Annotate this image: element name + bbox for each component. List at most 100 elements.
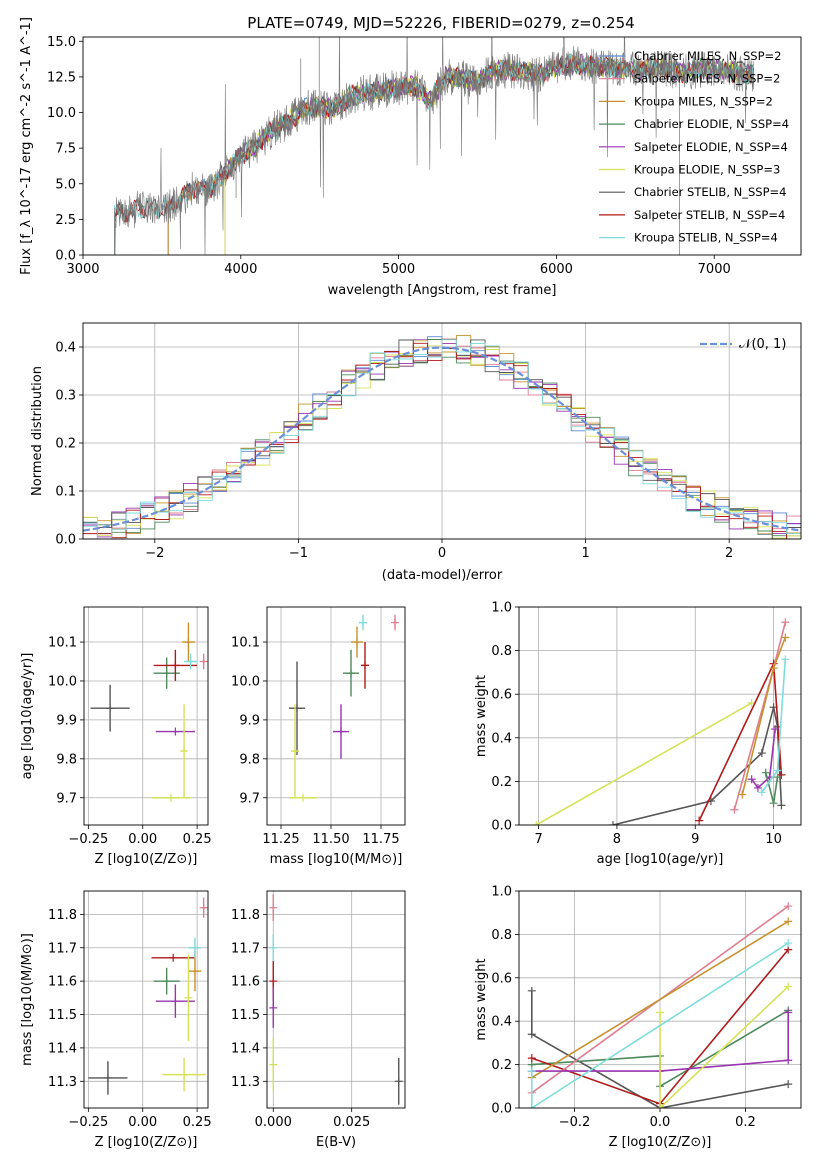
data-point bbox=[162, 1057, 206, 1092]
weight-marker bbox=[769, 664, 778, 673]
y-tick-label: 0.6 bbox=[491, 688, 512, 703]
y-tick-label: 11.6 bbox=[231, 975, 260, 990]
data-point bbox=[391, 614, 399, 631]
data-point bbox=[153, 967, 180, 995]
weight-marker bbox=[777, 801, 786, 810]
data-point bbox=[351, 626, 363, 658]
x-tick-label: −2 bbox=[145, 546, 164, 561]
y-tick-label: 0.3 bbox=[55, 389, 76, 404]
weight-marker bbox=[753, 783, 762, 792]
x-axis-label: age [log10(age/yr)] bbox=[597, 852, 724, 867]
legend-entry: Kroupa MILES, N_SSP=2 bbox=[634, 94, 773, 108]
weight-line bbox=[751, 729, 776, 790]
weight-marker bbox=[784, 902, 793, 911]
y-tick-label: 7.5 bbox=[55, 142, 76, 157]
y-tick-label: 11.5 bbox=[48, 1008, 77, 1023]
weight-line bbox=[535, 702, 753, 825]
plot-area-age-vs-Z bbox=[90, 622, 208, 802]
weight-marker bbox=[781, 655, 790, 664]
data-point bbox=[343, 649, 359, 697]
data-point bbox=[180, 704, 189, 798]
y-tick-label: 9.8 bbox=[239, 752, 260, 767]
axes-frame bbox=[83, 890, 209, 1109]
x-axis-label: wavelength [Angstrom, rest frame] bbox=[328, 283, 557, 298]
x-tick-label: 6000 bbox=[540, 262, 573, 277]
data-point bbox=[361, 642, 369, 689]
y-tick-label: 9.7 bbox=[239, 791, 260, 806]
x-tick-label: 0.025 bbox=[333, 1115, 370, 1130]
y-tick-label: 11.6 bbox=[48, 975, 77, 990]
legend-entry: Salpeter MILES, N_SSP=2 bbox=[634, 72, 780, 86]
data-point bbox=[188, 937, 202, 958]
weight-marker bbox=[784, 1056, 793, 1065]
x-tick-label: 10 bbox=[765, 832, 782, 847]
weight-marker bbox=[527, 1030, 536, 1039]
plot-area-mass-weight-vs-age bbox=[532, 618, 790, 825]
x-tick-label: 0.00 bbox=[128, 832, 157, 847]
x-axis-label: E(B-V) bbox=[316, 1135, 356, 1150]
panel-age-vs-Z: −0.25 0.00 0.25 9.7 9.8 9.9 10.0 10.1 Z [log10(Z… bbox=[20, 606, 212, 867]
y-tick-label: 0.4 bbox=[55, 341, 76, 356]
weight-marker bbox=[738, 790, 747, 799]
data-point bbox=[289, 661, 305, 755]
x-tick-label: 0.25 bbox=[183, 1115, 212, 1130]
weight-marker bbox=[695, 816, 704, 825]
y-tick-label: 10.1 bbox=[48, 636, 77, 651]
x-tick-label: 0.00 bbox=[128, 1115, 157, 1130]
panel-spectrum: 3000 4000 5000 6000 7000 0.0 2.5 5.0 7.5 10.0 12.5… bbox=[19, 14, 802, 298]
weight-marker bbox=[527, 1104, 536, 1108]
y-tick-label: 10.0 bbox=[231, 674, 260, 689]
weight-marker bbox=[527, 986, 536, 995]
data-point bbox=[333, 704, 349, 759]
x-tick-label: −0.25 bbox=[68, 1115, 108, 1130]
data-point bbox=[269, 934, 278, 962]
y-tick-label: 10.1 bbox=[231, 636, 260, 651]
legend-entry: Kroupa STELIB, N_SSP=4 bbox=[634, 231, 778, 245]
weight-marker bbox=[773, 766, 782, 775]
panel-mass-vs-Z: −0.25 0.00 0.25 11.3 11.4 11.5 11.6 11.7 11.8 Z [… bbox=[20, 890, 212, 1150]
weight-marker bbox=[609, 821, 617, 825]
plot-area-residuals bbox=[83, 335, 801, 539]
x-axis-label: mass [log10(M/M⊙)] bbox=[270, 852, 403, 867]
axes-frame bbox=[82, 36, 802, 256]
y-tick-label: 15.0 bbox=[47, 35, 76, 50]
y-tick-label: 1.0 bbox=[491, 601, 512, 616]
weight-marker bbox=[777, 770, 786, 779]
x-tick-label: 1 bbox=[581, 546, 589, 561]
weight-line bbox=[612, 707, 783, 825]
weight-marker bbox=[771, 725, 780, 734]
y-tick-label: 11.8 bbox=[48, 908, 77, 923]
weight-marker bbox=[532, 821, 541, 825]
weight-line bbox=[659, 985, 789, 1108]
data-point bbox=[199, 653, 208, 670]
data-point bbox=[181, 622, 195, 662]
data-point bbox=[151, 793, 191, 802]
data-point bbox=[153, 649, 198, 681]
x-axis-label: Z [log10(Z/Z⊙)] bbox=[609, 1135, 712, 1150]
axes-frame bbox=[83, 606, 209, 826]
weight-marker bbox=[761, 768, 770, 777]
data-point bbox=[359, 614, 367, 631]
weight-marker bbox=[656, 1008, 664, 1017]
x-axis-label: Z [log10(Z/Z⊙)] bbox=[95, 1135, 198, 1150]
legend-entry: Salpeter STELIB, N_SSP=4 bbox=[634, 208, 785, 222]
panel-mass-weight-vs-Z: −0.2 0.0 0.2 0.0 0.2 0.4 0.6 0.8 1.0 Z [log10(Z/Z… bbox=[474, 885, 802, 1150]
data-point bbox=[184, 653, 198, 670]
y-axis-label: Normed distribution bbox=[30, 366, 45, 496]
data-point bbox=[151, 953, 195, 962]
y-tick-label: 11.7 bbox=[231, 941, 260, 956]
axes-frame bbox=[518, 890, 802, 1109]
y-tick-label: 0.1 bbox=[55, 485, 76, 500]
y-axis-label: Flux [f_λ 10^-17 erg cm^-2 s^-1 A^-1] bbox=[19, 17, 34, 275]
histogram-step bbox=[83, 339, 801, 539]
weight-marker bbox=[769, 799, 778, 808]
x-tick-label: 11.50 bbox=[312, 832, 349, 847]
x-tick-label: 8 bbox=[613, 832, 621, 847]
weight-marker bbox=[784, 982, 793, 991]
weight-marker bbox=[656, 1104, 664, 1108]
y-tick-label: 0.0 bbox=[491, 819, 512, 834]
weight-marker bbox=[781, 618, 790, 627]
weight-marker bbox=[527, 1067, 536, 1076]
data-point bbox=[90, 684, 130, 732]
data-point bbox=[289, 793, 317, 802]
